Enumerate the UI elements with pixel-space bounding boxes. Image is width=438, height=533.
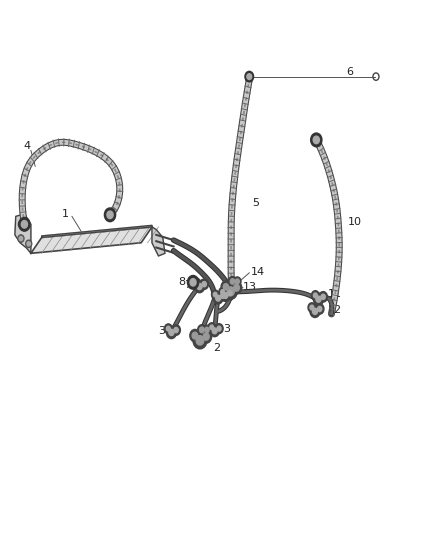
Circle shape xyxy=(107,211,113,219)
Text: 7: 7 xyxy=(184,280,191,290)
Circle shape xyxy=(310,305,314,310)
Polygon shape xyxy=(15,214,31,253)
Circle shape xyxy=(318,306,322,312)
Circle shape xyxy=(18,221,25,228)
Circle shape xyxy=(219,291,226,301)
Text: 13: 13 xyxy=(243,281,257,292)
Circle shape xyxy=(166,326,170,331)
Circle shape xyxy=(231,281,242,294)
Circle shape xyxy=(319,292,328,302)
Circle shape xyxy=(230,279,235,284)
Text: 8: 8 xyxy=(179,277,186,287)
Text: 1: 1 xyxy=(62,209,69,219)
Circle shape xyxy=(27,241,31,246)
Circle shape xyxy=(21,221,28,228)
Circle shape xyxy=(210,325,214,329)
Circle shape xyxy=(235,279,239,284)
Polygon shape xyxy=(31,227,152,253)
Circle shape xyxy=(169,329,174,335)
Circle shape xyxy=(19,237,23,241)
Circle shape xyxy=(314,293,317,298)
Circle shape xyxy=(190,279,196,286)
Circle shape xyxy=(221,289,230,301)
Circle shape xyxy=(315,304,324,314)
Circle shape xyxy=(234,284,240,291)
Circle shape xyxy=(215,324,223,334)
Text: 12: 12 xyxy=(328,305,342,315)
Circle shape xyxy=(247,74,252,79)
Circle shape xyxy=(216,295,220,301)
Circle shape xyxy=(223,284,229,290)
Circle shape xyxy=(208,323,215,332)
Circle shape xyxy=(311,133,322,147)
Circle shape xyxy=(226,288,234,298)
Text: 3: 3 xyxy=(223,324,230,334)
Circle shape xyxy=(187,276,199,289)
Circle shape xyxy=(233,277,241,286)
Circle shape xyxy=(205,327,209,333)
Text: 6: 6 xyxy=(346,67,353,77)
Circle shape xyxy=(18,235,24,242)
Circle shape xyxy=(321,294,325,300)
Circle shape xyxy=(198,325,206,335)
Circle shape xyxy=(201,330,212,343)
Circle shape xyxy=(197,284,202,289)
Circle shape xyxy=(200,327,204,333)
Circle shape xyxy=(196,336,204,345)
Circle shape xyxy=(164,324,172,333)
Circle shape xyxy=(221,289,224,294)
Circle shape xyxy=(311,290,319,300)
Circle shape xyxy=(227,287,234,296)
Circle shape xyxy=(229,277,237,286)
Circle shape xyxy=(228,291,232,296)
Circle shape xyxy=(310,305,320,318)
Circle shape xyxy=(193,278,200,287)
Circle shape xyxy=(19,217,30,231)
Circle shape xyxy=(314,293,324,305)
Text: 5: 5 xyxy=(252,198,259,208)
Circle shape xyxy=(220,294,225,298)
Circle shape xyxy=(210,325,219,337)
Circle shape xyxy=(312,308,318,314)
Circle shape xyxy=(212,290,219,299)
Circle shape xyxy=(203,325,211,335)
Circle shape xyxy=(200,279,208,289)
Circle shape xyxy=(219,287,226,296)
Circle shape xyxy=(192,332,198,339)
Circle shape xyxy=(172,325,180,335)
Circle shape xyxy=(203,333,209,340)
Text: 11: 11 xyxy=(328,289,342,299)
Polygon shape xyxy=(152,227,165,256)
Text: 9: 9 xyxy=(226,293,233,303)
Circle shape xyxy=(223,293,228,298)
Text: 3: 3 xyxy=(159,326,166,336)
Text: 14: 14 xyxy=(251,267,265,277)
Circle shape xyxy=(202,281,206,287)
Circle shape xyxy=(308,303,316,312)
Circle shape xyxy=(316,296,321,302)
Circle shape xyxy=(217,326,221,331)
Polygon shape xyxy=(42,225,152,238)
Circle shape xyxy=(245,71,254,82)
Circle shape xyxy=(224,283,237,300)
Circle shape xyxy=(221,281,231,293)
Circle shape xyxy=(213,292,217,297)
Circle shape xyxy=(190,329,200,342)
Text: 2: 2 xyxy=(213,343,220,353)
Circle shape xyxy=(313,136,319,144)
Circle shape xyxy=(104,208,116,222)
Circle shape xyxy=(212,328,217,334)
Circle shape xyxy=(166,326,177,338)
Circle shape xyxy=(194,280,205,293)
Circle shape xyxy=(174,327,178,333)
Text: 10: 10 xyxy=(348,217,362,227)
Circle shape xyxy=(194,280,198,285)
Circle shape xyxy=(213,292,223,304)
Circle shape xyxy=(20,222,23,227)
Text: 4: 4 xyxy=(23,141,30,151)
Circle shape xyxy=(26,240,32,247)
Circle shape xyxy=(193,332,207,349)
